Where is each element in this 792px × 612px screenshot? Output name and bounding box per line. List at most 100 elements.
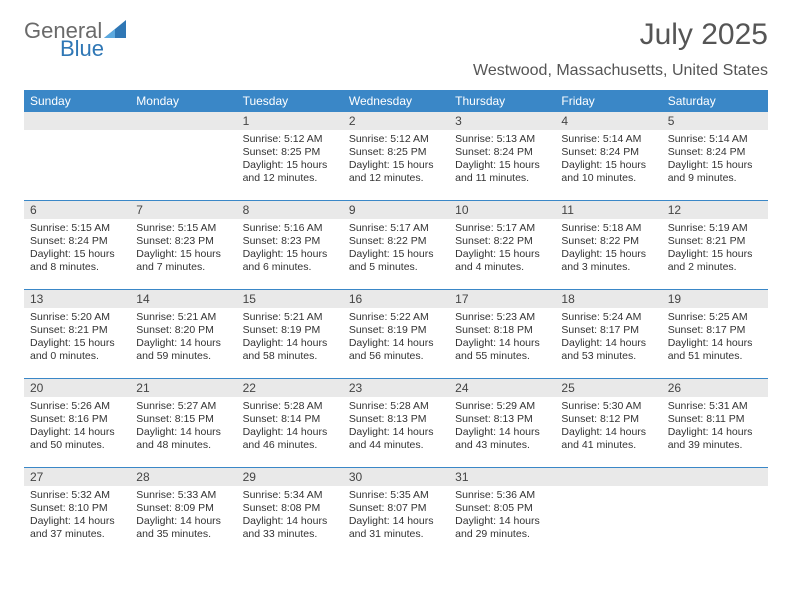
day-detail-line: and 51 minutes. [668, 350, 762, 363]
day-detail-line: and 2 minutes. [668, 261, 762, 274]
day-cell: Sunrise: 5:23 AMSunset: 8:18 PMDaylight:… [449, 308, 555, 378]
calendar: SundayMondayTuesdayWednesdayThursdayFrid… [24, 90, 768, 556]
day-number: 26 [662, 379, 768, 397]
day-detail-line: Daylight: 14 hours [30, 515, 124, 528]
day-detail-line: Daylight: 14 hours [30, 426, 124, 439]
day-detail-line: and 50 minutes. [30, 439, 124, 452]
day-cell: Sunrise: 5:28 AMSunset: 8:14 PMDaylight:… [237, 397, 343, 467]
day-detail-line: and 12 minutes. [349, 172, 443, 185]
day-detail-line: Daylight: 14 hours [668, 426, 762, 439]
day-cell: Sunrise: 5:17 AMSunset: 8:22 PMDaylight:… [449, 219, 555, 289]
day-detail-line: Daylight: 14 hours [136, 515, 230, 528]
day-number: 19 [662, 290, 768, 308]
day-detail-line: Sunset: 8:23 PM [243, 235, 337, 248]
day-number: 24 [449, 379, 555, 397]
day-detail-line: and 59 minutes. [136, 350, 230, 363]
day-detail-line: and 7 minutes. [136, 261, 230, 274]
day-number: 21 [130, 379, 236, 397]
day-detail-line: Sunrise: 5:23 AM [455, 311, 549, 324]
day-detail-line: Sunrise: 5:30 AM [561, 400, 655, 413]
day-detail-line: Sunset: 8:05 PM [455, 502, 549, 515]
day-detail-line: and 56 minutes. [349, 350, 443, 363]
day-body-row: Sunrise: 5:26 AMSunset: 8:16 PMDaylight:… [24, 397, 768, 467]
day-detail-line: Daylight: 14 hours [561, 337, 655, 350]
day-cell: Sunrise: 5:16 AMSunset: 8:23 PMDaylight:… [237, 219, 343, 289]
day-number [24, 112, 130, 130]
day-number: 20 [24, 379, 130, 397]
day-detail-line: Sunrise: 5:12 AM [243, 133, 337, 146]
day-cell: Sunrise: 5:31 AMSunset: 8:11 PMDaylight:… [662, 397, 768, 467]
day-cell [130, 130, 236, 200]
day-cell: Sunrise: 5:34 AMSunset: 8:08 PMDaylight:… [237, 486, 343, 556]
day-number: 29 [237, 468, 343, 486]
day-cell: Sunrise: 5:17 AMSunset: 8:22 PMDaylight:… [343, 219, 449, 289]
day-detail-line: Daylight: 15 hours [668, 159, 762, 172]
day-detail-line: Sunrise: 5:26 AM [30, 400, 124, 413]
day-detail-line: Sunrise: 5:13 AM [455, 133, 549, 146]
day-number: 9 [343, 201, 449, 219]
day-detail-line: Daylight: 14 hours [136, 426, 230, 439]
location-text: Westwood, Massachusetts, United States [24, 62, 768, 80]
day-cell: Sunrise: 5:28 AMSunset: 8:13 PMDaylight:… [343, 397, 449, 467]
day-cell: Sunrise: 5:21 AMSunset: 8:20 PMDaylight:… [130, 308, 236, 378]
day-detail-line: Daylight: 15 hours [668, 248, 762, 261]
day-detail-line: Sunset: 8:12 PM [561, 413, 655, 426]
day-detail-line: Daylight: 15 hours [349, 248, 443, 261]
day-detail-line: and 3 minutes. [561, 261, 655, 274]
day-detail-line: and 11 minutes. [455, 172, 549, 185]
day-detail-line: and 10 minutes. [561, 172, 655, 185]
day-number-row: 13141516171819 [24, 290, 768, 308]
day-detail-line: Daylight: 14 hours [668, 337, 762, 350]
day-detail-line: Sunset: 8:13 PM [455, 413, 549, 426]
day-cell: Sunrise: 5:27 AMSunset: 8:15 PMDaylight:… [130, 397, 236, 467]
day-detail-line: Sunset: 8:08 PM [243, 502, 337, 515]
day-detail-line: Sunset: 8:25 PM [349, 146, 443, 159]
day-number: 17 [449, 290, 555, 308]
day-cell: Sunrise: 5:12 AMSunset: 8:25 PMDaylight:… [237, 130, 343, 200]
day-number-row: 20212223242526 [24, 379, 768, 397]
weekday-header-row: SundayMondayTuesdayWednesdayThursdayFrid… [24, 90, 768, 112]
day-cell: Sunrise: 5:18 AMSunset: 8:22 PMDaylight:… [555, 219, 661, 289]
day-number: 28 [130, 468, 236, 486]
day-cell [662, 486, 768, 556]
day-cell: Sunrise: 5:12 AMSunset: 8:25 PMDaylight:… [343, 130, 449, 200]
day-detail-line: and 46 minutes. [243, 439, 337, 452]
day-detail-line: Sunrise: 5:15 AM [136, 222, 230, 235]
day-detail-line: Sunset: 8:15 PM [136, 413, 230, 426]
day-cell: Sunrise: 5:20 AMSunset: 8:21 PMDaylight:… [24, 308, 130, 378]
day-detail-line: Daylight: 14 hours [349, 515, 443, 528]
day-detail-line: Sunrise: 5:32 AM [30, 489, 124, 502]
day-detail-line: and 41 minutes. [561, 439, 655, 452]
day-cell: Sunrise: 5:29 AMSunset: 8:13 PMDaylight:… [449, 397, 555, 467]
day-detail-line: Sunrise: 5:27 AM [136, 400, 230, 413]
day-number-row: 2728293031 [24, 468, 768, 486]
day-detail-line: Daylight: 14 hours [455, 426, 549, 439]
day-detail-line: Sunrise: 5:15 AM [30, 222, 124, 235]
day-detail-line: Sunset: 8:23 PM [136, 235, 230, 248]
day-detail-line: Daylight: 15 hours [30, 248, 124, 261]
day-detail-line: Daylight: 14 hours [349, 337, 443, 350]
day-detail-line: Sunrise: 5:36 AM [455, 489, 549, 502]
day-detail-line: Sunrise: 5:31 AM [668, 400, 762, 413]
day-detail-line: Sunset: 8:22 PM [349, 235, 443, 248]
day-detail-line: and 5 minutes. [349, 261, 443, 274]
day-number: 13 [24, 290, 130, 308]
day-detail-line: Daylight: 14 hours [349, 426, 443, 439]
day-cell: Sunrise: 5:24 AMSunset: 8:17 PMDaylight:… [555, 308, 661, 378]
page-title: July 2025 [640, 18, 768, 52]
day-number: 31 [449, 468, 555, 486]
day-detail-line: Sunset: 8:11 PM [668, 413, 762, 426]
day-cell: Sunrise: 5:25 AMSunset: 8:17 PMDaylight:… [662, 308, 768, 378]
day-cell: Sunrise: 5:30 AMSunset: 8:12 PMDaylight:… [555, 397, 661, 467]
day-number [555, 468, 661, 486]
weekday-header: Monday [130, 90, 236, 112]
day-detail-line: Sunrise: 5:14 AM [668, 133, 762, 146]
day-detail-line: and 55 minutes. [455, 350, 549, 363]
day-detail-line: Sunrise: 5:34 AM [243, 489, 337, 502]
day-detail-line: Sunrise: 5:12 AM [349, 133, 443, 146]
day-detail-line: Daylight: 14 hours [561, 426, 655, 439]
day-number: 6 [24, 201, 130, 219]
day-number: 15 [237, 290, 343, 308]
day-number [130, 112, 236, 130]
day-detail-line: and 6 minutes. [243, 261, 337, 274]
